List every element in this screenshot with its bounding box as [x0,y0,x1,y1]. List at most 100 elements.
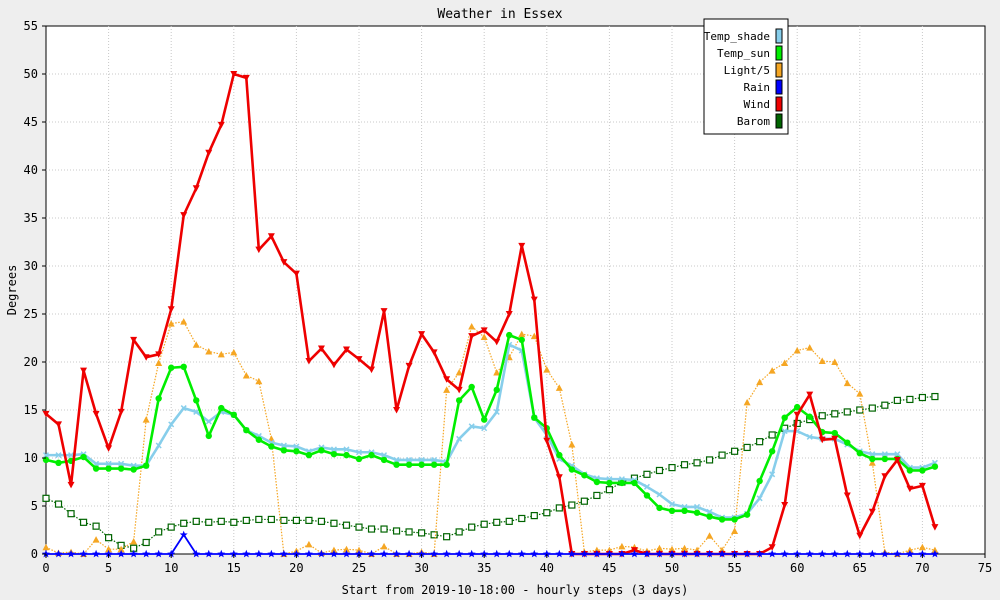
data-point-light-5 [681,544,689,552]
data-point-temp-shade [393,456,400,463]
data-point-temp-sun [856,450,863,457]
data-point-light-5 [856,390,864,397]
data-point-temp-sun [80,453,87,461]
data-point-temp-shade [381,452,388,459]
data-point-rain [567,549,576,558]
data-point-barom [868,404,876,412]
data-point-temp-shade [668,501,676,508]
data-point-temp-sun [255,436,263,443]
data-point-temp-shade [280,442,287,449]
data-point-wind [317,345,325,353]
data-point-wind [342,346,350,354]
data-point-wind [856,532,864,540]
data-point-temp-sun [155,395,162,402]
data-point-barom [430,531,438,539]
data-point-rain [805,549,814,558]
data-point-temp-sun [806,413,813,420]
legend-label: Rain [744,81,771,94]
data-point-light-5 [468,322,476,330]
y-tick-label: 40 [24,163,38,177]
data-point-rain [329,549,338,558]
data-point-temp-sun [881,455,889,463]
data-point-light-5 [530,332,538,340]
data-point-wind [117,408,125,416]
data-point-temp-sun [92,465,100,472]
x-tick-label: 60 [790,561,804,575]
x-tick-label: 70 [915,561,929,575]
data-point-wind [380,308,388,315]
data-point-rain [680,549,689,558]
x-tick-label: 20 [289,561,303,575]
data-point-barom [167,523,175,531]
series-layer [42,71,939,558]
data-point-rain [355,549,363,558]
x-tick-label: 30 [414,561,428,575]
data-point-rain [592,549,601,558]
data-point-light-5 [443,386,451,393]
data-point-temp-shade [431,456,438,463]
data-point-rain [580,549,589,558]
data-point-temp-shade [468,423,475,430]
data-point-light-5 [142,416,150,423]
data-point-light-5 [743,398,751,406]
data-point-light-5 [843,379,851,387]
data-point-wind [468,333,476,340]
data-point-light-5 [42,543,50,551]
data-point-temp-sun [631,479,638,487]
data-point-wind [192,185,200,192]
data-point-rain [755,549,764,558]
data-point-barom [267,515,275,524]
data-point-temp-sun [481,416,488,423]
data-point-wind [493,338,501,346]
x-tick-label: 55 [727,561,741,575]
data-point-light-5 [480,333,488,341]
data-point-temp-sun [556,451,563,459]
data-point-rain [843,549,852,558]
data-point-barom [480,520,488,528]
data-point-light-5 [230,348,238,356]
data-point-wind [105,445,113,452]
data-point-wind [242,74,250,82]
data-point-wind [518,242,526,250]
data-point-temp-sun [706,513,713,520]
data-point-light-5 [105,545,113,553]
data-point-barom [568,501,576,509]
data-point-light-5 [205,347,213,355]
data-point-temp-sun [493,386,500,394]
data-point-barom [543,509,551,517]
series-rain [42,530,939,558]
data-point-light-5 [130,538,138,545]
data-point-rain [104,549,113,558]
data-point-rain [930,549,939,558]
data-point-temp-shade [205,418,212,425]
y-tick-label: 25 [24,307,38,321]
data-point-rain [192,549,201,558]
data-point-wind [530,296,538,304]
data-point-barom [530,511,538,520]
data-point-rain [818,549,827,558]
data-point-barom [42,494,50,502]
data-point-temp-sun [368,451,375,459]
data-point-temp-sun [718,516,726,523]
data-point-rain [292,549,301,558]
data-point-rain [730,549,739,558]
data-point-barom [756,438,764,446]
legend: Temp_shade Temp_sun Light/5 Rain Wind Barom [703,18,789,135]
data-point-temp-sun [693,509,701,516]
data-point-temp-shade [180,405,187,412]
legend-swatch [775,62,783,78]
data-point-barom [217,517,225,525]
data-point-temp-sun [919,467,926,474]
legend-label: Wind [744,98,771,111]
data-point-temp-sun [168,364,175,371]
data-point-light-5 [868,459,876,466]
data-point-barom [505,517,513,525]
data-point-barom [906,395,914,404]
data-point-temp-shade [493,408,500,415]
data-point-rain [54,549,63,558]
data-point-rain [542,549,551,558]
y-tick-label: 50 [24,67,38,81]
data-point-temp-sun [430,461,438,468]
series-line-light-5 [45,321,936,555]
data-point-temp-sun [180,363,187,370]
